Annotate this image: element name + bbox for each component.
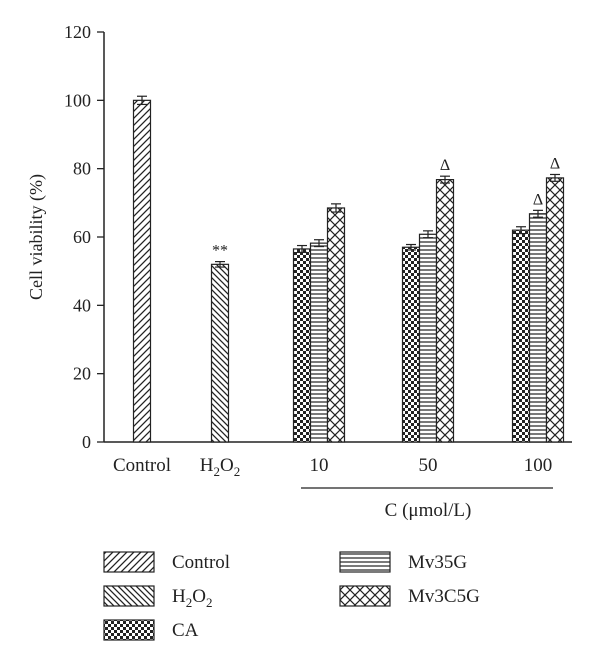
y-tick-label-120: 120 — [64, 22, 91, 42]
legend-swatch-h2o2 — [103, 585, 155, 607]
legend-label-h2o2: H2O2 — [172, 586, 212, 610]
y-tick-label-80: 80 — [73, 159, 91, 179]
legend-label-ca: CA — [172, 620, 199, 641]
bar-10-mv35g — [309, 242, 329, 443]
legend: Control H2O2 CA Mv35G Mv3C5G — [103, 551, 480, 641]
y-tick-label-60: 60 — [73, 227, 91, 247]
y-axis-label: Cell viability (%) — [26, 174, 47, 300]
bar-h2o2-h2o2 — [210, 263, 230, 443]
y-tick-label-40: 40 — [73, 295, 91, 315]
legend-label-control: Control — [172, 552, 230, 573]
significance-mark-100-mv35g: Δ — [533, 191, 543, 208]
legend-swatch-control — [103, 551, 155, 573]
legend-label-mv35g: Mv35G — [408, 552, 467, 573]
legend-swatch-ca — [103, 619, 155, 641]
bar-100-mv35g — [528, 213, 548, 443]
significance-mark-50-mv3c5g: Δ — [440, 157, 450, 174]
significance-mark-h2o2-h2o2: ** — [212, 243, 228, 260]
bar-100-mv3c5g — [545, 177, 565, 443]
group-labels: Control H2O2 10 50 100 — [113, 455, 552, 479]
bar-50-mv3c5g — [435, 179, 455, 443]
bar-50-ca — [401, 246, 421, 443]
group-label-50: 50 — [419, 455, 438, 476]
bar-control-control — [132, 99, 152, 443]
bar-50-mv35g — [418, 233, 438, 443]
group-label-h2o2: H2O2 — [200, 455, 240, 479]
bar-10-ca — [292, 248, 312, 443]
y-axis-ticks: 0 20 40 60 80 100 120 — [64, 22, 104, 452]
group-label-100: 100 — [524, 455, 553, 476]
y-tick-label-20: 20 — [73, 364, 91, 384]
concentration-axis-label: C (μmol/L) — [385, 500, 472, 521]
bar-100-ca — [511, 229, 531, 443]
group-label-control: Control — [113, 455, 171, 476]
legend-swatch-mv35g — [339, 551, 391, 573]
y-tick-label-0: 0 — [82, 432, 91, 452]
bar-10-mv3c5g — [326, 207, 346, 443]
group-label-10: 10 — [310, 455, 329, 476]
legend-swatch-mv3c5g — [339, 585, 391, 607]
bars-layer: ** Δ Δ Δ — [132, 95, 565, 443]
legend-label-mv3c5g: Mv3C5G — [408, 586, 480, 607]
y-tick-label-100: 100 — [64, 90, 91, 110]
significance-mark-100-mv3c5g: Δ — [550, 155, 560, 172]
